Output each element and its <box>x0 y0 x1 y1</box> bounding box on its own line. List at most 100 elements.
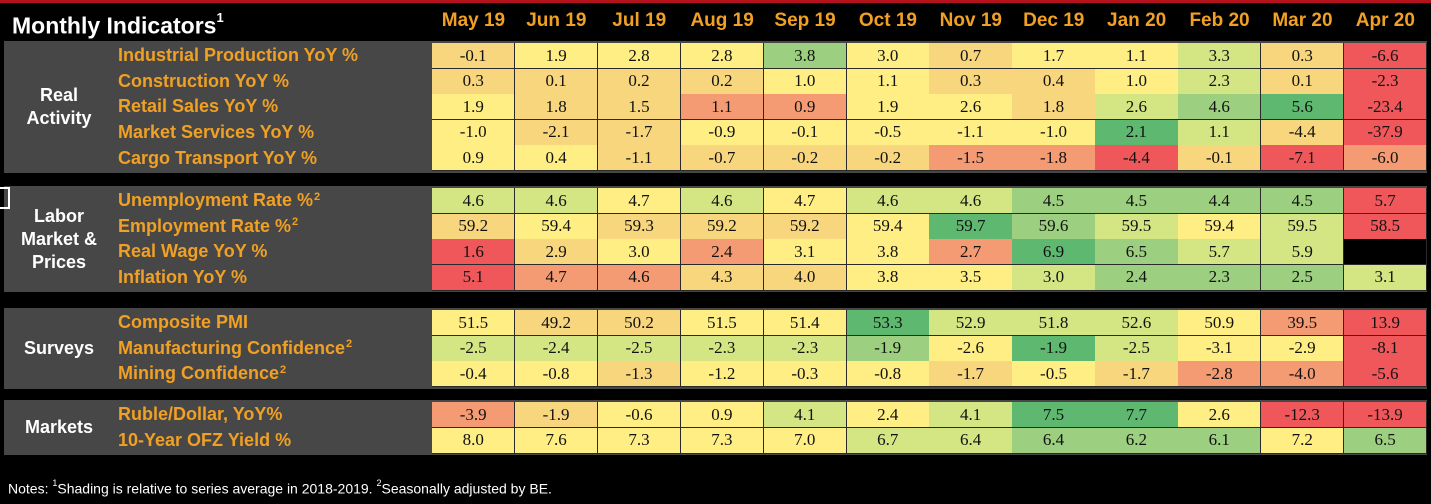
value-cell: 0.9 <box>432 145 516 172</box>
value-cell: 1.1 <box>1095 43 1179 70</box>
month-header: Jun 19 <box>526 10 587 31</box>
value-cell: 4.7 <box>597 188 682 215</box>
value-cell: 52.9 <box>929 310 1013 337</box>
value-cell: 2.7 <box>929 239 1013 266</box>
value-cell: -0.4 <box>432 361 516 388</box>
value-cell: 59.2 <box>680 213 765 240</box>
month-header: Sep 19 <box>774 10 836 31</box>
value-cell: 1.8 <box>1012 94 1096 121</box>
value-cell: 4.6 <box>514 188 599 215</box>
value-cell: 0.1 <box>1261 68 1345 95</box>
row-label-text: Cargo Transport YoY % <box>118 147 318 168</box>
title-footnote-mark: 1 <box>216 10 224 25</box>
value-cell: 4.7 <box>763 188 847 215</box>
row-label-text: Ruble/Dollar, YoY% <box>118 404 283 425</box>
value-cell: -2.5 <box>597 335 682 362</box>
value-cell: 1.1 <box>846 68 930 95</box>
value-cell: -0.7 <box>680 145 765 172</box>
row-label-text: Inflation YoY % <box>118 267 248 288</box>
row-label: Unemployment Rate % 2 <box>118 188 430 214</box>
value-cell: 5.7 <box>1343 188 1428 215</box>
value-cell: -1.8 <box>1012 145 1096 172</box>
value-cell: -23.4 <box>1343 94 1428 121</box>
value-cell: 53.3 <box>846 310 930 337</box>
value-cell: 4.5 <box>1095 188 1179 215</box>
value-cell: -2.9 <box>1261 335 1345 362</box>
value-cell: 7.3 <box>597 427 682 454</box>
value-cell: 2.1 <box>1095 119 1179 146</box>
value-cell: 59.7 <box>929 213 1013 240</box>
value-cell: -1.9 <box>514 402 599 429</box>
value-cell: 7.0 <box>763 427 847 454</box>
value-cell: 4.7 <box>514 264 599 291</box>
value-cell: 0.4 <box>1012 68 1096 95</box>
row-label: Industrial Production YoY % <box>118 43 430 69</box>
note-2-text: Seasonally adjusted by BE. <box>381 480 552 497</box>
value-cell: -0.1 <box>1178 145 1262 172</box>
value-cell: 7.5 <box>1012 402 1096 429</box>
value-cell: 6.9 <box>1012 239 1096 266</box>
value-cell: 6.1 <box>1178 427 1262 454</box>
footnotes: Notes: 1Shading is relative to series av… <box>8 474 552 497</box>
row-label-text: Unemployment Rate % <box>118 190 314 211</box>
value-cell: 6.4 <box>1012 427 1096 454</box>
group-label-line: Prices <box>31 251 87 272</box>
value-cell: 7.3 <box>680 427 765 454</box>
value-cell: -4.4 <box>1261 119 1345 146</box>
value-cell: 0.3 <box>929 68 1013 95</box>
value-cell: 3.1 <box>1343 264 1428 291</box>
value-cell: 0.1 <box>514 68 599 95</box>
value-cell: 6.2 <box>1095 427 1179 454</box>
value-cell: 0.9 <box>763 94 847 121</box>
value-cell: 51.5 <box>432 310 516 337</box>
group-label-line: Real <box>39 85 79 105</box>
value-cell: -7.1 <box>1261 145 1345 172</box>
value-cell: 51.4 <box>763 310 847 337</box>
value-cell: 2.8 <box>680 43 765 70</box>
value-cell: -3.1 <box>1178 335 1262 362</box>
value-cell: 1.7 <box>1012 43 1096 70</box>
value-cell: -0.5 <box>1012 361 1096 388</box>
row-label: Real Wage YoY % <box>118 239 430 265</box>
value-cell: 59.2 <box>763 213 847 240</box>
value-cell: 49.2 <box>514 310 599 337</box>
value-cell: -2.4 <box>514 335 599 362</box>
value-cell: 3.1 <box>763 239 847 266</box>
row-label-text: Market Services YoY % <box>118 122 315 143</box>
value-cell: 2.4 <box>846 402 930 429</box>
table-title: Monthly Indicators1 <box>12 6 224 39</box>
value-cell: -0.1 <box>763 119 847 146</box>
value-cell: -2.3 <box>1343 68 1428 95</box>
value-cell: 4.5 <box>1261 188 1345 215</box>
value-cell: 4.4 <box>1178 188 1262 215</box>
value-cell: 59.3 <box>597 213 682 240</box>
value-cell: 58.5 <box>1343 213 1428 240</box>
value-cell: 7.7 <box>1095 402 1179 429</box>
value-cell: -1.1 <box>929 119 1013 146</box>
row-label: Inflation YoY % <box>118 265 430 291</box>
value-cell: -1.9 <box>1012 335 1096 362</box>
value-cell: -2.5 <box>1095 335 1179 362</box>
group-label: Surveys <box>4 310 114 387</box>
value-cell: 50.9 <box>1178 310 1262 337</box>
value-cell: 1.6 <box>432 239 516 266</box>
group-label: Real Activity <box>4 43 114 171</box>
value-cell: 39.5 <box>1261 310 1345 337</box>
value-cell: -1.9 <box>846 335 930 362</box>
value-cell: 4.1 <box>929 402 1013 429</box>
value-cell: 59.2 <box>432 213 516 240</box>
value-cell: 2.3 <box>1178 68 1262 95</box>
group-label-line: Market & <box>20 228 98 249</box>
month-header: May 19 <box>441 10 506 31</box>
group-label-line: Activity <box>26 108 92 128</box>
value-cell: 3.0 <box>597 239 682 266</box>
group-label: Labor Market & Prices <box>4 188 114 290</box>
value-cell: 1.5 <box>597 94 682 121</box>
value-cell: 1.1 <box>1178 119 1262 146</box>
value-cell: -3.9 <box>432 402 516 429</box>
value-cell: 4.6 <box>929 188 1013 215</box>
row-label-footnote: 2 <box>314 190 321 203</box>
value-cell <box>1343 239 1428 266</box>
value-cell: -6.0 <box>1343 145 1428 172</box>
